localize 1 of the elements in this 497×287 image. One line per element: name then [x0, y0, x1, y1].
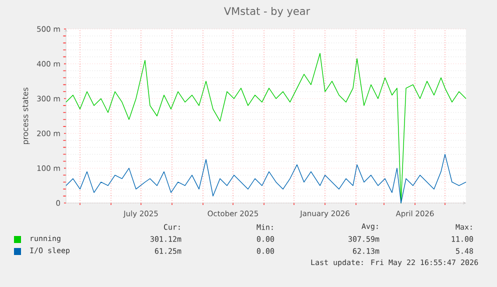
chart-title: VMstat - by year	[224, 6, 310, 18]
